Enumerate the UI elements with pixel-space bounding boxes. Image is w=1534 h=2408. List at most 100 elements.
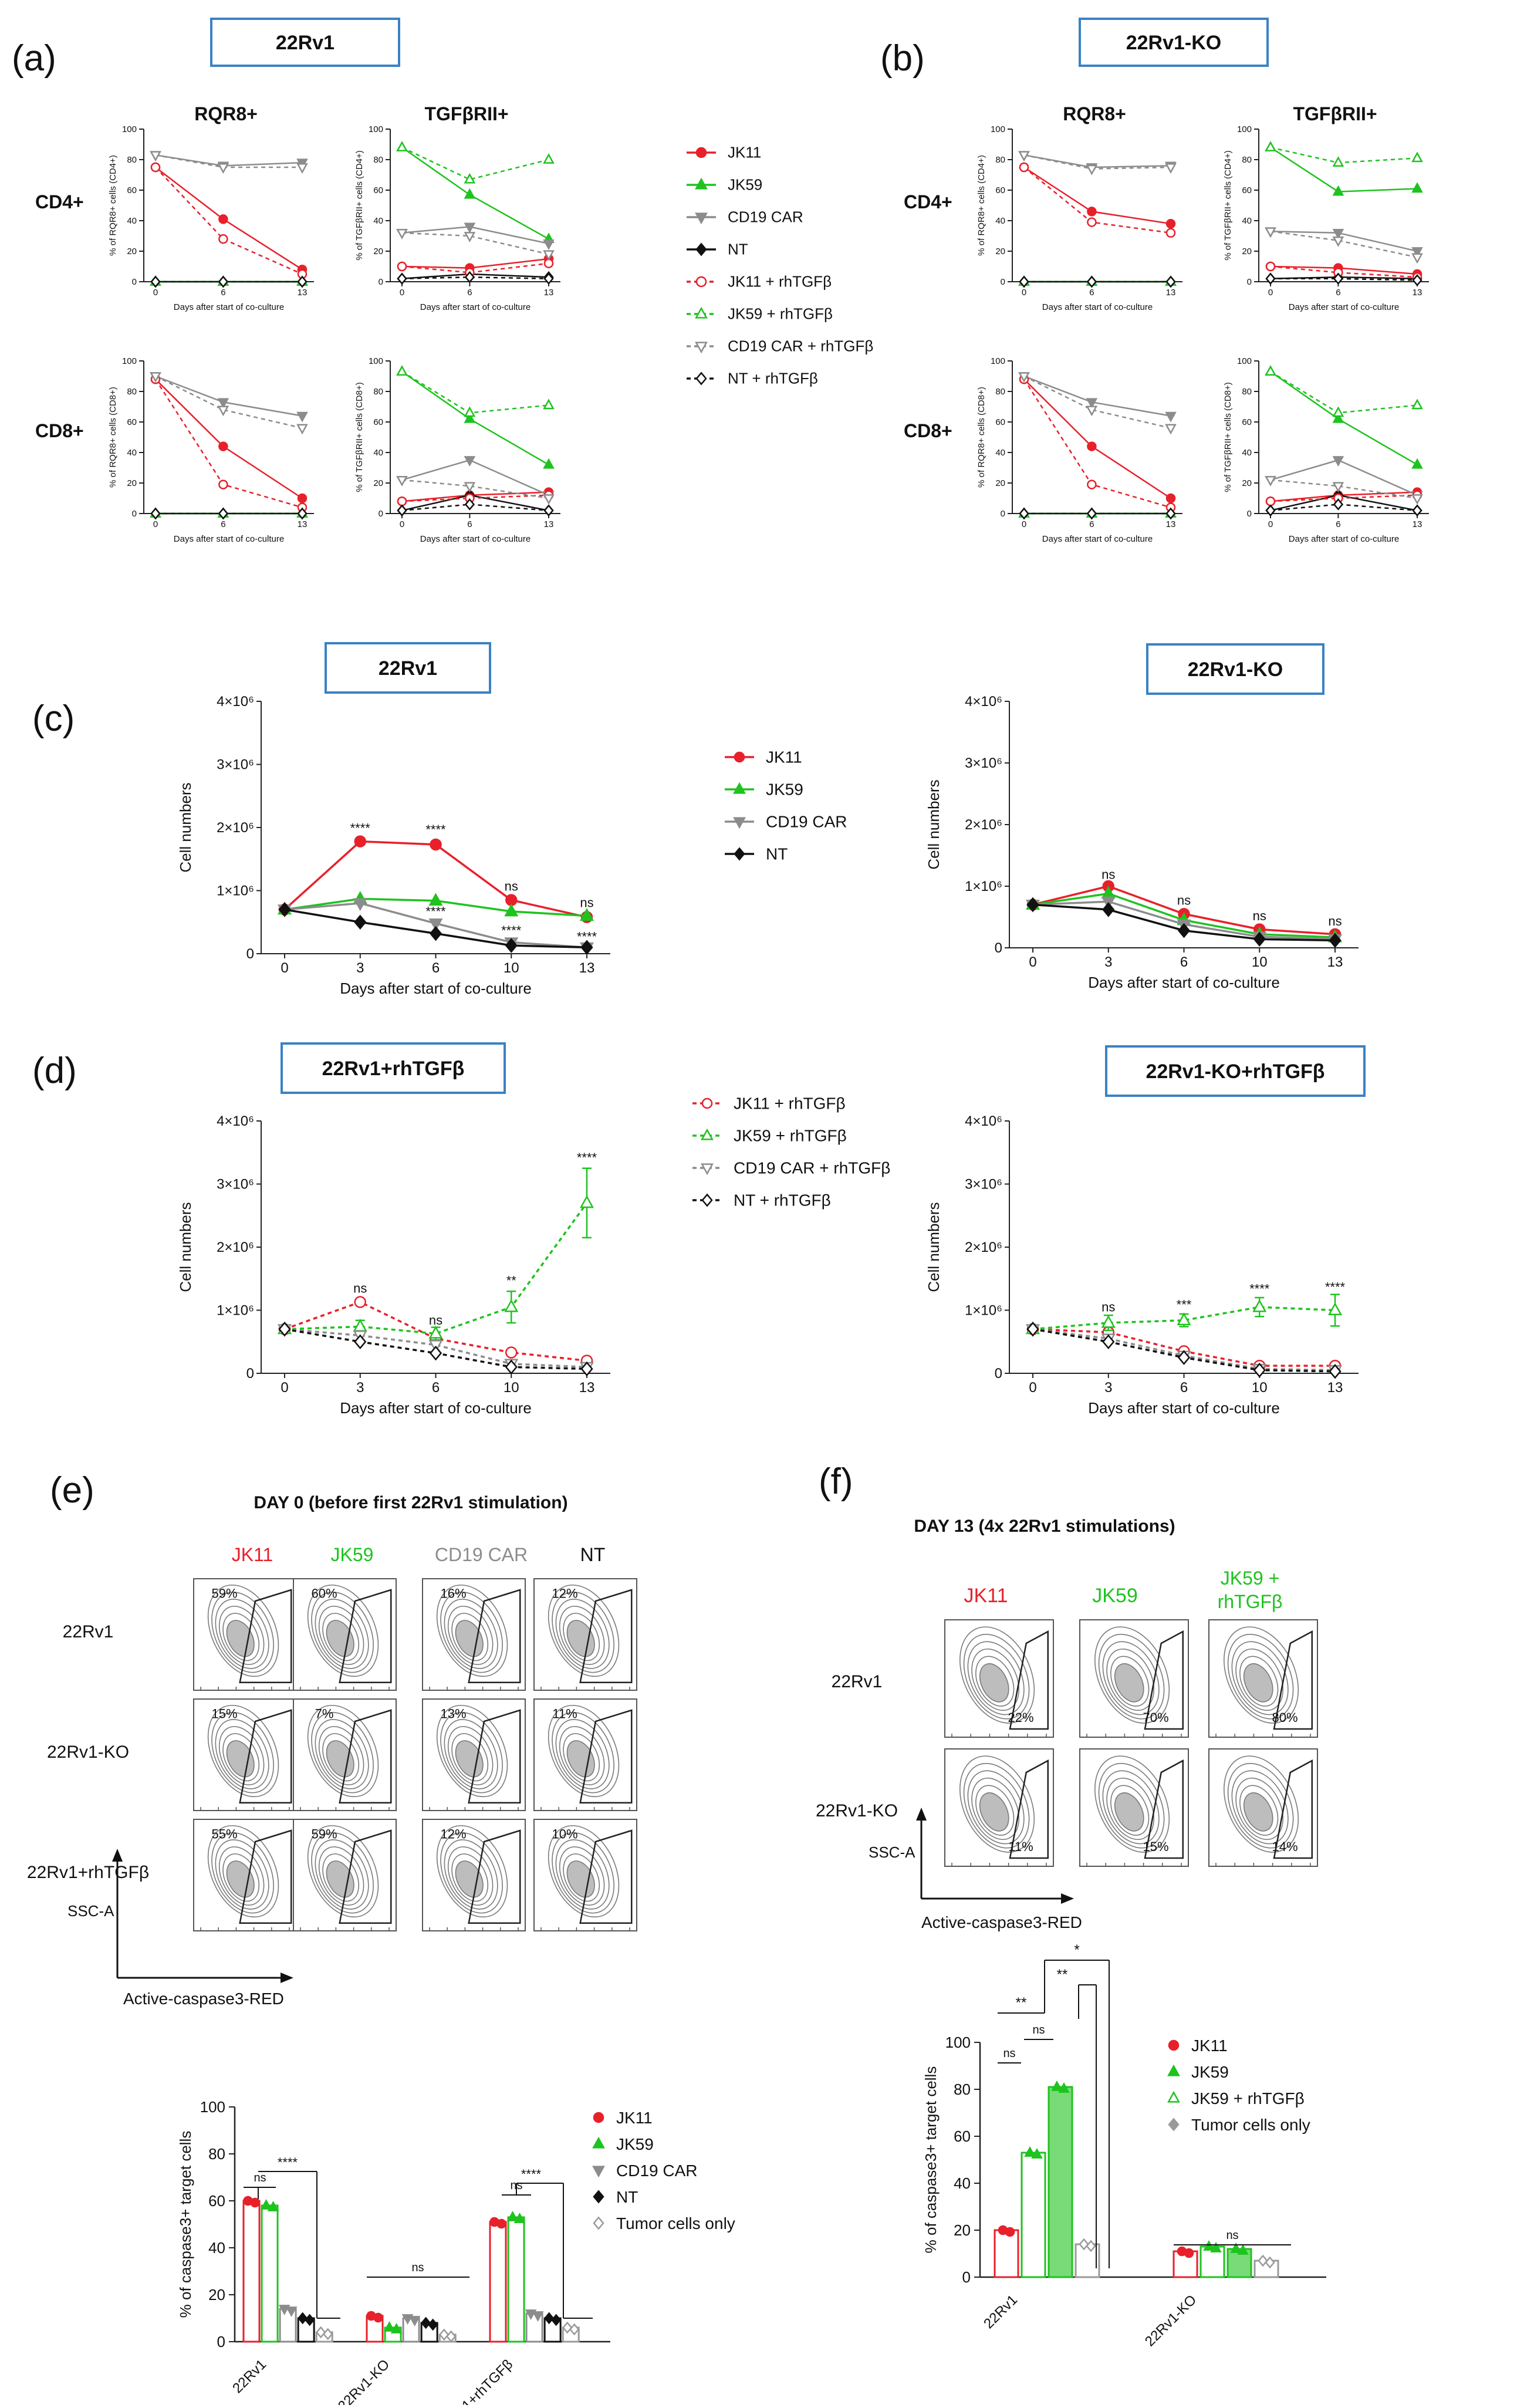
flow-column-header: JK11 (964, 1585, 1008, 1607)
flow-column-header: JK59 (1092, 1585, 1138, 1607)
flow-plot-contour (1239, 1656, 1279, 1707)
flow-plot-contour (444, 1839, 498, 1910)
x-tick-label: 6 (221, 288, 225, 298)
x-tick-label: 6 (467, 519, 472, 529)
data-point (1087, 479, 1097, 489)
significance-label: ns (505, 879, 518, 894)
x-tick-label: 13 (579, 1380, 595, 1396)
y-axis-label: Cell numbers (925, 1202, 942, 1292)
bar-point (1258, 2254, 1268, 2267)
flow-plot-gate (579, 1589, 633, 1683)
data-point (1265, 227, 1276, 238)
x-axis-label: Days after start of co-culture (1088, 974, 1280, 991)
bar-point (323, 2328, 333, 2341)
flow-plot-contour (559, 1726, 605, 1785)
data-point (1265, 365, 1276, 376)
bar-point (569, 2323, 580, 2336)
x-tick-label: 13 (1327, 954, 1343, 970)
data-point (464, 406, 476, 417)
x-tick-label: 6 (1336, 288, 1340, 298)
x-tick-label: 13 (544, 288, 554, 298)
x-tick-label: 0 (1029, 954, 1036, 970)
series-line (1270, 276, 1418, 280)
flow-plot-contour (552, 1711, 614, 1794)
data-point (505, 1346, 518, 1359)
significance-label: ns (429, 1313, 442, 1328)
data-point (1165, 218, 1176, 229)
y-tick-label: 20 (208, 2286, 225, 2304)
flow-plot-percent: 16% (440, 1586, 466, 1600)
flow-plot-contour (311, 1711, 374, 1794)
data-point (396, 228, 408, 239)
flow-plot-contour (307, 1584, 379, 1677)
x-tick-label: 3 (356, 1380, 364, 1396)
series-line (155, 154, 303, 167)
data-point (396, 365, 408, 376)
data-point (579, 1195, 594, 1208)
flow-plot-contour (1102, 1770, 1160, 1845)
legend-f-marker (1167, 2090, 1180, 2103)
data-point (354, 1334, 367, 1350)
flow-plot-contour (1106, 1648, 1154, 1711)
legend-ab-text: CD19 CAR + rhTGFβ (728, 337, 873, 355)
y-tick-label: 0 (379, 277, 383, 287)
flow-plot-gate (239, 1709, 292, 1804)
significance-label: **** (1249, 1281, 1270, 1296)
flow-plot-contour (211, 1832, 274, 1914)
series-line (1023, 379, 1171, 508)
y-axis-label: % of TGFβRII+ cells (CD4+) (354, 150, 364, 261)
flow-plot-contour (555, 1839, 610, 1910)
legend-c-marker (733, 817, 746, 829)
flow-plot-contour (207, 1584, 279, 1677)
y-axis-label: % of TGFβRII+ cells (CD8+) (1223, 382, 1233, 492)
data-point (1265, 272, 1276, 285)
bar-point (267, 2201, 279, 2211)
data-point (354, 914, 367, 930)
y-tick-label: 0 (995, 940, 1002, 956)
series-line (1032, 1306, 1336, 1330)
flow-plot-contour (979, 1663, 1009, 1703)
x-tick-label: 6 (1089, 519, 1094, 529)
legend-d-text: CD19 CAR + rhTGFβ (734, 1159, 890, 1177)
flow-plot-contour (1106, 1777, 1154, 1840)
y-axis-label: % of TGFβRII+ cells (CD8+) (354, 382, 364, 492)
data-point (543, 250, 555, 261)
bar-point (1058, 2082, 1070, 2093)
series-line (401, 459, 549, 496)
flow-plot-contour (215, 1719, 269, 1789)
y-axis-label: Cell numbers (177, 782, 194, 872)
data-point (218, 507, 229, 520)
series-line (284, 1328, 587, 1368)
flow-plot-contour (455, 1620, 484, 1657)
flow-plot-contour (451, 1613, 489, 1661)
flow-plot-gate (468, 1709, 521, 1804)
bar-point (305, 2314, 315, 2326)
legend-f-marker (1167, 2064, 1180, 2076)
flow-plot-percent: 15% (1143, 1839, 1168, 1854)
flow-plot-percent: 13% (440, 1706, 466, 1721)
data-point (464, 271, 475, 283)
flow-plot-contour (226, 1620, 255, 1657)
y-tick-label: 20 (995, 246, 1005, 256)
flow-plot-contour (218, 1726, 265, 1785)
bar-point (1203, 2240, 1215, 2251)
y-tick-label: 20 (1242, 246, 1252, 256)
flow-row-header: 22Rv1-KO (47, 1742, 129, 1762)
data-point (1412, 274, 1423, 286)
flow-plot-percent: 59% (311, 1826, 337, 1841)
legend-ab-marker (695, 276, 707, 288)
flow-plot-contour (318, 1606, 364, 1665)
flow-plot-contour (326, 1860, 354, 1898)
flow-plot-contour (315, 1719, 369, 1789)
flow-plot-contour (447, 1846, 494, 1906)
y-tick-label: 2×10⁶ (217, 820, 254, 836)
data-point (1411, 151, 1423, 163)
data-point (1086, 406, 1098, 417)
x-tick-label: 10 (504, 960, 519, 976)
series-line (1023, 166, 1171, 225)
significance-label: ns (411, 2261, 424, 2274)
flow-plot-contour (307, 1704, 379, 1798)
significance-label: ns (1003, 2047, 1015, 2060)
data-point (429, 926, 442, 941)
x-axis-label: Days after start of co-culture (174, 534, 284, 544)
